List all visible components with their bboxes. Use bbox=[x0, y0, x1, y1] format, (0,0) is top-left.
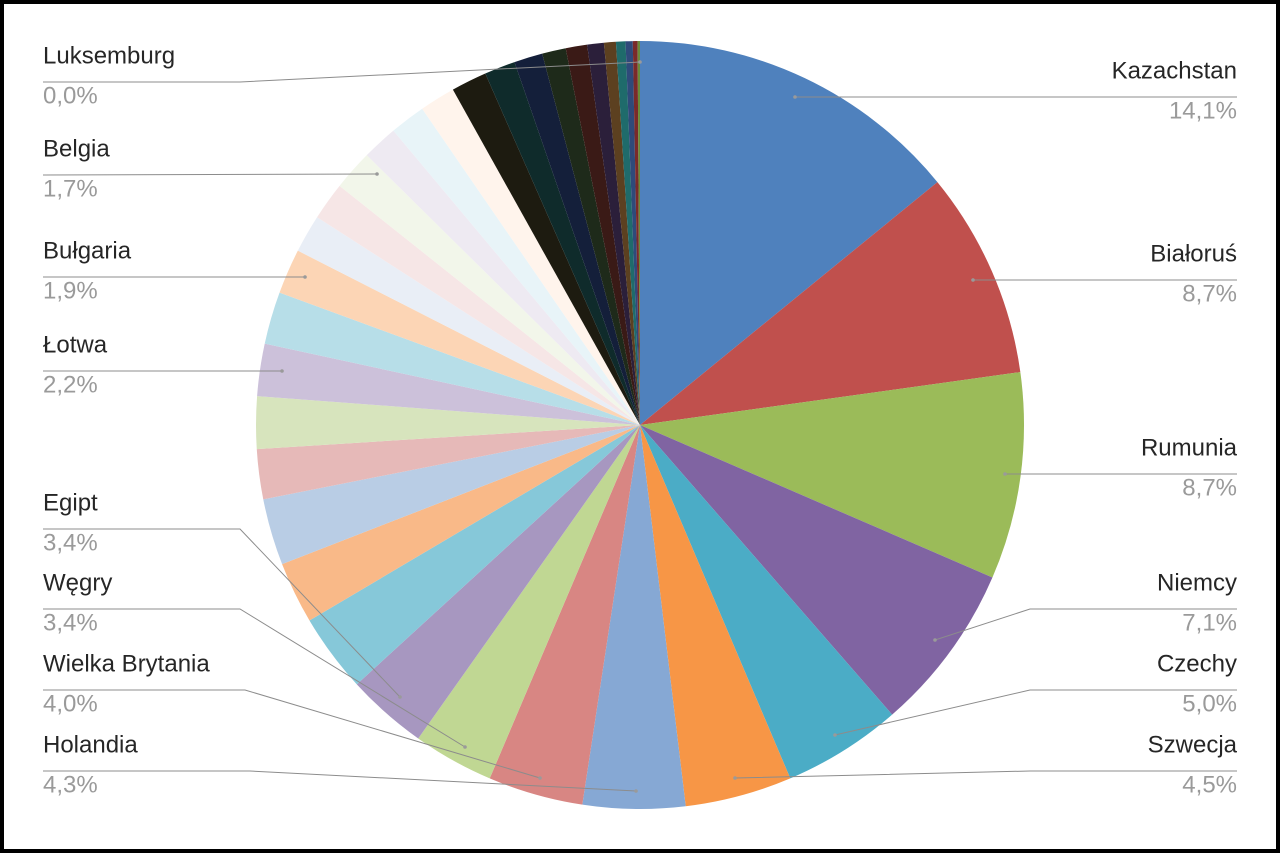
slice-value: 14,1% bbox=[1169, 97, 1237, 124]
pie-slice bbox=[625, 41, 640, 426]
pie-slice bbox=[263, 425, 640, 565]
pie-slice bbox=[356, 425, 640, 739]
pie-slice bbox=[637, 41, 640, 425]
leader-line bbox=[43, 61, 641, 83]
leader-dot bbox=[833, 733, 837, 737]
leader-line bbox=[43, 770, 637, 792]
pie-slice bbox=[587, 42, 640, 426]
slice-label: Luksemburg bbox=[43, 42, 175, 69]
slice-label: Holandia bbox=[43, 731, 138, 758]
slice-value: 1,9% bbox=[43, 277, 98, 304]
leader-line bbox=[834, 689, 1237, 736]
leader-dot bbox=[733, 776, 737, 780]
pie-slice bbox=[418, 425, 640, 779]
leader-line bbox=[42, 173, 378, 176]
slice-value: 7,1% bbox=[1182, 609, 1237, 636]
slice-label: Wielka Brytania bbox=[43, 650, 210, 677]
slice-label: Bułgaria bbox=[43, 237, 132, 264]
leader-dot bbox=[933, 638, 937, 642]
slice-value: 1,7% bbox=[43, 175, 98, 202]
leader-line bbox=[934, 608, 1237, 641]
leader-line bbox=[43, 608, 466, 748]
leader-dot bbox=[375, 172, 379, 176]
slice-value: 5,0% bbox=[1182, 690, 1237, 717]
pie-slice bbox=[640, 425, 993, 715]
slice-label: Egipt bbox=[43, 489, 98, 516]
slice-value: 3,4% bbox=[43, 529, 98, 556]
pie-slice bbox=[640, 41, 938, 425]
leader-line bbox=[43, 689, 541, 779]
pie-slice bbox=[582, 425, 686, 809]
pie-slice bbox=[366, 130, 640, 425]
leader-dot bbox=[463, 745, 467, 749]
pie-slice bbox=[514, 53, 640, 426]
leader-line bbox=[43, 528, 401, 698]
slice-value: 0,0% bbox=[43, 82, 98, 109]
slice-label: Łotwa bbox=[43, 331, 108, 358]
pie-slice bbox=[640, 182, 1021, 425]
pie-slice bbox=[640, 372, 1024, 578]
slice-label: Niemcy bbox=[1157, 569, 1237, 596]
pie-slice bbox=[640, 425, 893, 779]
slice-value: 3,4% bbox=[43, 609, 98, 636]
slice-label: Belgia bbox=[43, 135, 110, 162]
pie-slice bbox=[279, 250, 640, 425]
pie-slice bbox=[542, 48, 640, 426]
pie-slice bbox=[282, 425, 640, 621]
pie-slice bbox=[264, 292, 640, 425]
pie-slice bbox=[452, 73, 640, 425]
pie-slice bbox=[256, 396, 640, 450]
leader-dot bbox=[793, 95, 797, 99]
pie-slice bbox=[615, 41, 640, 426]
pie-slice bbox=[339, 155, 640, 425]
slice-label: Białoruś bbox=[1150, 240, 1237, 267]
slice-value: 2,2% bbox=[43, 371, 98, 398]
pie-slice bbox=[297, 217, 640, 425]
pie-slice bbox=[489, 425, 640, 805]
pie-slice bbox=[565, 44, 640, 425]
pie-slice bbox=[393, 108, 640, 425]
pie-slice bbox=[603, 41, 640, 425]
slice-label: Kazachstan bbox=[1112, 57, 1237, 84]
leader-dot bbox=[303, 275, 307, 279]
slice-value: 4,5% bbox=[1182, 771, 1237, 798]
pie-slice bbox=[485, 62, 640, 426]
slice-value: 4,0% bbox=[43, 690, 98, 717]
pie-slice bbox=[257, 343, 640, 425]
slice-value: 4,3% bbox=[43, 771, 98, 798]
slice-value: 8,7% bbox=[1182, 474, 1237, 501]
leader-line bbox=[734, 770, 1237, 779]
pie-slice bbox=[256, 425, 640, 500]
slice-label: Węgry bbox=[43, 569, 112, 596]
pie-slice bbox=[632, 41, 640, 426]
slice-label: Rumunia bbox=[1141, 434, 1238, 461]
pie-slice bbox=[422, 89, 640, 425]
slice-label: Szwecja bbox=[1148, 731, 1238, 758]
slice-label: Czechy bbox=[1157, 650, 1237, 677]
pie-slice bbox=[317, 185, 640, 425]
leader-dot bbox=[634, 789, 638, 793]
leader-dot bbox=[538, 776, 542, 780]
leader-dot bbox=[280, 369, 284, 373]
leader-dot bbox=[398, 695, 402, 699]
pie-slice bbox=[309, 425, 640, 685]
leader-dot bbox=[971, 278, 975, 282]
pie-slice bbox=[640, 425, 791, 807]
leader-dot bbox=[638, 60, 642, 64]
slice-value: 8,7% bbox=[1182, 280, 1237, 307]
leader-dot bbox=[1003, 472, 1007, 476]
